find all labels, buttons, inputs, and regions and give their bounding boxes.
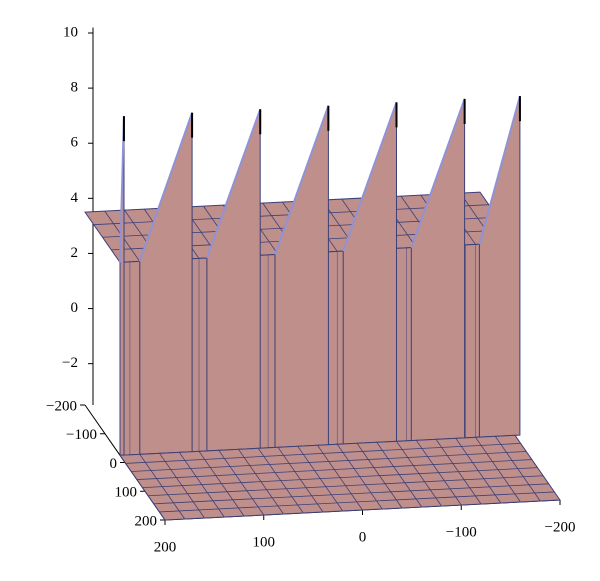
- z-tick-label: −2: [62, 355, 78, 371]
- y-tick-label: 0: [110, 456, 118, 472]
- peak-edge: [274, 105, 330, 255]
- mesh-line: [136, 459, 532, 480]
- x-tick-label: 100: [253, 534, 276, 550]
- z-tick-label: 6: [71, 135, 79, 151]
- peak-edge: [342, 102, 398, 252]
- peak-edge: [138, 112, 194, 262]
- x-tick-label: 0: [359, 529, 367, 545]
- peak: [410, 98, 466, 442]
- z-tick-label: 4: [71, 190, 79, 206]
- z-tick-label: 2: [71, 245, 79, 261]
- peak: [274, 105, 329, 449]
- mesh-line: [159, 491, 555, 513]
- mesh-line: [142, 467, 538, 489]
- peak: [139, 112, 193, 455]
- peak: [478, 95, 521, 438]
- x-tick-label: −100: [446, 524, 477, 540]
- x-tick-label: −200: [545, 519, 576, 535]
- mesh-line: [153, 483, 549, 505]
- z-tick-label: 10: [63, 24, 78, 40]
- z-tick-label: 8: [71, 80, 79, 96]
- x-tick-label: 200: [154, 539, 177, 555]
- peak: [206, 109, 261, 452]
- mesh-line: [131, 451, 527, 472]
- y-tick-label: 100: [115, 485, 138, 501]
- peak-edge: [410, 98, 466, 249]
- peak-edge: [205, 108, 262, 259]
- peak: [342, 102, 397, 445]
- y-tick-label: −200: [46, 398, 77, 414]
- z-tick-label: 0: [71, 300, 79, 316]
- y-tick-label: −100: [66, 427, 97, 443]
- mesh-line: [125, 442, 521, 464]
- mesh-line: [148, 475, 544, 497]
- peak-edge: [478, 95, 521, 245]
- y-tick-label: 200: [135, 513, 158, 529]
